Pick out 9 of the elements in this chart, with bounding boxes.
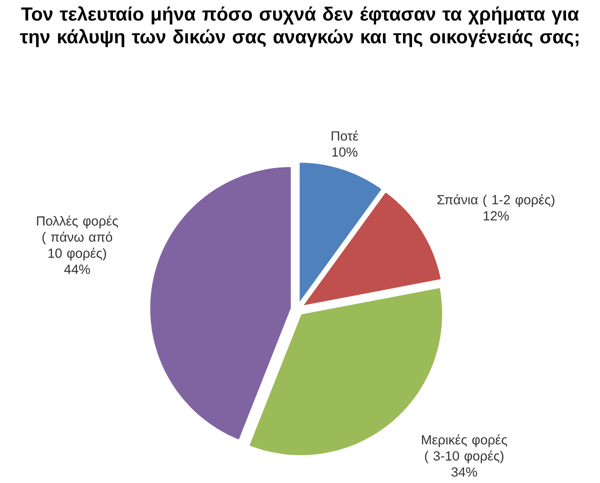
slice-label: Μερικές φορές ( 3-10 φορές) — [422, 434, 508, 464]
slice-label: Ποτέ — [332, 130, 358, 141]
data-label: 12% — [484, 211, 509, 220]
data-label: 44% — [64, 264, 90, 274]
data-label: 34% — [451, 467, 478, 477]
slice-label: Πολλές φορές ( πάνω από 10 φορές) — [37, 216, 118, 261]
data-label: 10% — [332, 147, 358, 157]
slice-label: Σπάνια ( 1-2 φορές) — [437, 194, 554, 208]
chart-title: Τον τελευταίο μήνα πόσο συχνά δεν έφτασαν τα χρήματα για την κάλυψη των δικών σας αναγκών και της οικογένειάς σας; — [20, 6, 579, 48]
